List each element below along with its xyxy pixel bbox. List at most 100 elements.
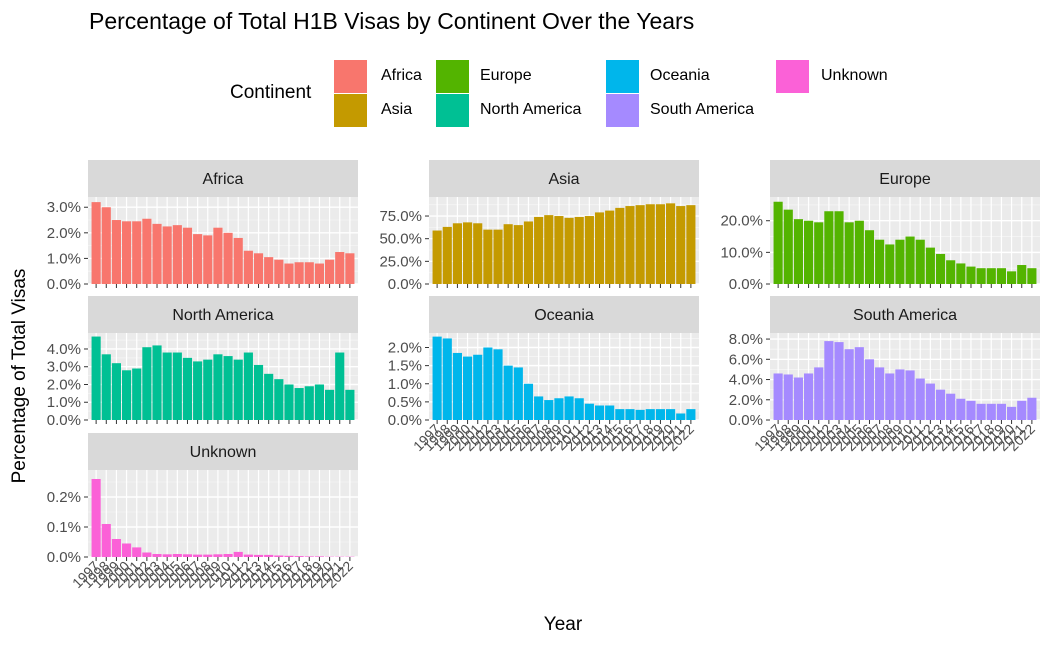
bar-north-america-2022: [345, 389, 355, 420]
bar-unknown-2004: [162, 554, 172, 557]
y-tick-label: 0.0%: [388, 276, 422, 293]
legend-title: Continent: [230, 82, 312, 103]
panel-strip: [88, 160, 358, 197]
legend-label-unknown: Unknown: [821, 67, 888, 84]
bar-europe-2022: [1027, 268, 1037, 284]
bar-south-america-2005: [854, 347, 864, 420]
bar-asia-1999: [452, 223, 462, 284]
bar-south-america-1999: [793, 377, 803, 420]
legend-swatch-asia: [334, 94, 367, 127]
panel-strip-label: Africa: [203, 171, 244, 188]
legend-swatch-south-america: [606, 94, 639, 127]
bar-europe-2018: [986, 268, 996, 284]
bar-europe-2007: [875, 239, 885, 284]
bar-africa-2010: [223, 232, 233, 284]
bar-europe-2009: [895, 239, 905, 284]
bar-africa-2016: [284, 263, 294, 284]
bar-oceania-2015: [615, 409, 625, 420]
y-tick-label: 6.0%: [729, 351, 763, 368]
legend-label-africa: Africa: [381, 67, 422, 84]
y-tick-label: 0.0%: [47, 412, 81, 429]
bar-unknown-2006: [182, 554, 193, 557]
y-tick-label: 1.0%: [388, 376, 422, 393]
panel-strip: [88, 296, 358, 333]
bar-africa-2019: [314, 263, 324, 284]
bar-oceania-2006: [523, 383, 534, 420]
bar-europe-2006: [864, 230, 875, 284]
bar-unknown-2014: [264, 554, 274, 557]
bar-europe-1998: [783, 209, 793, 284]
bar-africa-2001: [132, 221, 142, 284]
bar-unknown-2015: [274, 555, 284, 557]
bar-unknown-2000: [122, 543, 132, 557]
bar-unknown-2005: [172, 554, 182, 557]
bar-europe-2002: [824, 211, 834, 284]
panel-south-america: South America0.0%2.0%4.0%6.0%8.0%1997199…: [729, 296, 1040, 454]
bar-south-america-2020: [1007, 406, 1017, 420]
panel-strip-label: Europe: [879, 171, 931, 188]
bar-asia-2005: [513, 225, 523, 284]
bar-unknown-2007: [193, 554, 203, 557]
bar-africa-2002: [142, 218, 152, 284]
bar-south-america-2014: [946, 393, 956, 420]
bar-asia-2004: [503, 224, 513, 284]
bar-africa-2021: [335, 252, 345, 284]
bar-oceania-2018: [645, 409, 655, 420]
bar-north-america-2006: [182, 357, 193, 420]
bar-europe-2013: [935, 253, 946, 284]
bar-asia-1997: [432, 230, 442, 284]
panel-strip-label: Unknown: [190, 444, 257, 461]
bar-asia-2013: [594, 212, 605, 284]
bar-asia-2021: [676, 206, 686, 284]
bar-europe-1997: [773, 201, 783, 284]
legend-swatch-north-america: [436, 94, 469, 127]
bar-asia-2000: [463, 222, 473, 284]
y-tick-label: 25.0%: [379, 253, 422, 270]
bar-oceania-1998: [442, 338, 452, 420]
y-tick-label: 0.5%: [388, 394, 422, 411]
bar-north-america-2014: [264, 373, 274, 420]
bar-europe-2005: [854, 220, 864, 284]
bar-north-america-1999: [111, 363, 121, 420]
chart-title: Percentage of Total H1B Visas by Contine…: [89, 8, 695, 34]
bar-europe-2019: [996, 268, 1006, 284]
bar-oceania-2017: [635, 409, 645, 420]
bar-oceania-2011: [574, 398, 584, 420]
bar-north-america-2009: [213, 354, 223, 420]
legend-swatch-europe: [436, 60, 469, 93]
bar-south-america-2000: [804, 373, 814, 420]
bar-asia-2011: [574, 216, 584, 284]
bar-south-america-2015: [956, 398, 966, 420]
bar-south-america-2003: [834, 342, 844, 420]
bar-oceania-2000: [463, 356, 473, 420]
bar-north-america-2020: [325, 389, 335, 420]
y-tick-label: 0.1%: [47, 519, 81, 536]
legend-label-south-america: South America: [650, 101, 755, 118]
bar-oceania-2005: [513, 367, 523, 420]
panel-strip: [429, 160, 699, 197]
bar-asia-2018: [645, 204, 655, 284]
bar-north-america-2017: [294, 388, 304, 420]
bar-europe-2000: [804, 220, 814, 284]
panel-background: [88, 470, 358, 557]
bar-north-america-2010: [223, 356, 233, 420]
bar-unknown-2018: [304, 556, 314, 557]
bar-europe-2016: [966, 266, 976, 284]
bar-asia-2010: [564, 217, 574, 284]
bar-africa-2020: [325, 259, 335, 284]
bar-asia-2009: [554, 216, 564, 284]
legend-swatch-unknown: [776, 60, 809, 93]
bar-north-america-2018: [304, 386, 314, 420]
y-tick-label: 2.0%: [388, 340, 422, 357]
bar-unknown-2001: [132, 547, 142, 557]
bar-south-america-2013: [935, 389, 946, 420]
bar-asia-2012: [584, 216, 594, 284]
y-tick-label: 75.0%: [379, 208, 422, 225]
legend-label-asia: Asia: [381, 101, 413, 118]
bar-north-america-2007: [193, 361, 203, 420]
y-tick-label: 4.0%: [729, 372, 763, 389]
panel-strip: [88, 433, 358, 470]
bar-oceania-2013: [594, 405, 605, 420]
y-tick-label: 1.0%: [47, 250, 81, 267]
bar-unknown-1997: [91, 479, 101, 557]
